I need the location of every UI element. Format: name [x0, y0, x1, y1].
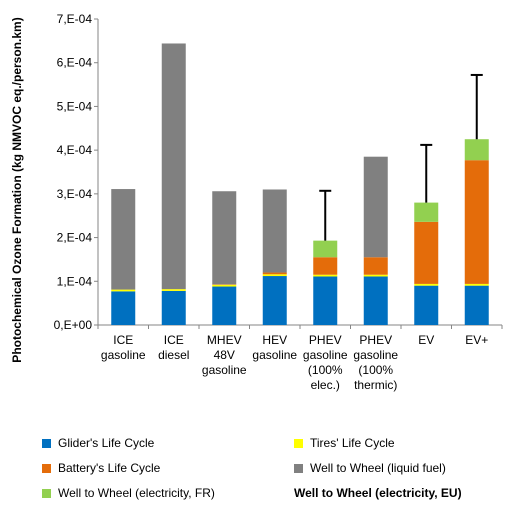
bar-segment — [161, 290, 186, 325]
x-tick-label: gasoline — [101, 348, 146, 362]
bar-segment — [363, 276, 388, 325]
bar-segment — [363, 274, 388, 277]
x-tick-label: 48V — [214, 348, 235, 362]
bar-segment — [414, 221, 439, 284]
bar-segment — [414, 283, 439, 286]
y-tick-label: 3,E-04 — [57, 187, 93, 201]
bar-segment — [313, 274, 338, 277]
bar-segment — [464, 160, 489, 284]
y-tick-label: 1,E-04 — [57, 274, 93, 288]
bar-segment — [414, 202, 439, 222]
y-tick-label: 2,E-04 — [57, 231, 93, 245]
bar-segment — [111, 189, 136, 290]
bar-segment — [262, 272, 287, 275]
x-tick-label: elec.) — [311, 378, 340, 392]
bar-segment — [161, 43, 186, 290]
bar-segment — [464, 139, 489, 161]
bar-segment — [212, 286, 237, 325]
x-tick-label: diesel — [158, 348, 189, 362]
x-tick-label: EV — [418, 333, 434, 347]
x-tick-label: (100% — [358, 363, 393, 377]
y-tick-label: 5,E-04 — [57, 99, 93, 113]
x-tick-label: gasoline — [353, 348, 398, 362]
bar-segment — [313, 240, 338, 258]
x-tick-label: MHEV — [207, 333, 242, 347]
x-tick-label: gasoline — [303, 348, 348, 362]
bar-segment — [111, 289, 136, 292]
x-tick-label: (100% — [308, 363, 343, 377]
x-tick-label: gasoline — [252, 348, 297, 362]
bar-segment — [262, 189, 287, 273]
y-tick-label: 0,E+00 — [54, 318, 93, 332]
bar-segment — [313, 276, 338, 325]
bar-segment — [161, 289, 186, 291]
x-tick-label: PHEV — [359, 333, 392, 347]
y-tick-label: 6,E-04 — [57, 56, 93, 70]
bar-segment — [212, 191, 237, 285]
y-axis-label: Photochemical Ozone Formation (kg NMVOC … — [10, 17, 24, 362]
x-tick-label: EV+ — [465, 333, 488, 347]
x-tick-label: thermic) — [354, 378, 397, 392]
bar-segment — [363, 156, 388, 258]
bar-segment — [313, 257, 338, 275]
x-tick-label: ICE — [113, 333, 133, 347]
bar-segment — [111, 291, 136, 325]
bar-segment — [414, 285, 439, 325]
bar-segment — [262, 276, 287, 325]
x-tick-label: HEV — [262, 333, 287, 347]
y-tick-label: 4,E-04 — [57, 143, 93, 157]
bar-segment — [464, 285, 489, 325]
bar-segment — [363, 257, 388, 275]
bar-segment — [464, 283, 489, 286]
x-tick-label: gasoline — [202, 363, 247, 377]
bar-segment — [212, 284, 237, 287]
y-tick-label: 7,E-04 — [57, 12, 93, 26]
x-tick-label: PHEV — [309, 333, 342, 347]
bar-segment — [262, 274, 287, 277]
x-tick-label: ICE — [164, 333, 184, 347]
